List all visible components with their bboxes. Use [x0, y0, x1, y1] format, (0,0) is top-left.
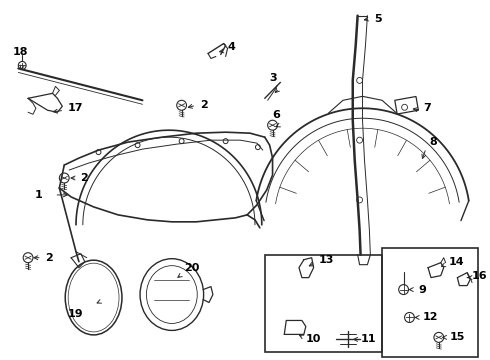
Text: 18: 18: [12, 48, 28, 58]
Text: 19: 19: [67, 310, 83, 319]
Text: 11: 11: [361, 334, 376, 345]
Text: 2: 2: [80, 173, 88, 183]
Text: 1: 1: [35, 190, 43, 200]
Text: 5: 5: [374, 14, 382, 24]
Bar: [382, 248, 478, 357]
Text: 7: 7: [423, 103, 431, 113]
Text: 16: 16: [472, 271, 488, 281]
Text: 6: 6: [272, 110, 280, 120]
Text: 15: 15: [449, 332, 465, 342]
Text: 2: 2: [200, 100, 208, 110]
Bar: [265, 255, 382, 352]
Text: 9: 9: [418, 284, 426, 294]
Text: 3: 3: [270, 73, 277, 84]
Text: 12: 12: [423, 312, 439, 323]
Text: 10: 10: [306, 334, 321, 345]
Text: 2: 2: [45, 253, 52, 263]
Text: 8: 8: [429, 137, 437, 147]
Text: 14: 14: [448, 257, 464, 267]
Text: 17: 17: [67, 103, 83, 113]
Text: 13: 13: [318, 255, 334, 265]
Bar: [395, 96, 418, 114]
Text: 4: 4: [227, 41, 236, 51]
Text: 20: 20: [185, 263, 200, 273]
